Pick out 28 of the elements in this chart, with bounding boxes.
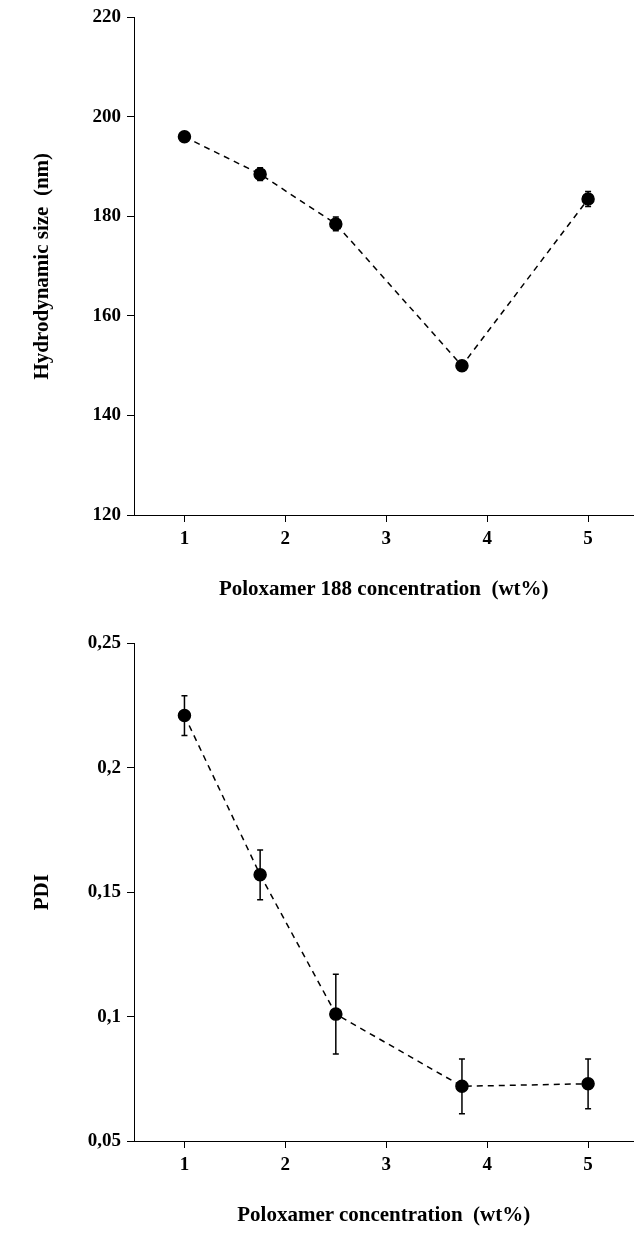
point bbox=[455, 358, 469, 373]
y-tick-label: 0,2 bbox=[97, 755, 121, 777]
x-tick-label: 2 bbox=[280, 527, 291, 549]
x-tick-label: 1 bbox=[179, 527, 190, 549]
y-tick-label: 120 bbox=[92, 502, 121, 524]
x-tick-label: 2 bbox=[280, 1153, 291, 1175]
x-tick-label: 5 bbox=[583, 1153, 593, 1175]
point bbox=[177, 130, 192, 144]
y-tick-label: 0,15 bbox=[87, 880, 121, 902]
y-tick-label: 200 bbox=[92, 104, 121, 126]
x-tick-label: 3 bbox=[381, 1153, 392, 1175]
y-tick-label: 180 bbox=[92, 204, 121, 226]
x-axis-title: Poloxamer concentration (wt%) bbox=[237, 1201, 531, 1226]
x-tick-label: 5 bbox=[583, 527, 593, 549]
x-tick-label: 3 bbox=[381, 527, 392, 549]
point bbox=[177, 708, 192, 723]
y-tick-label: 220 bbox=[92, 5, 121, 27]
y-axis-title: PDI bbox=[29, 874, 54, 911]
y-tick-label: 140 bbox=[92, 403, 121, 425]
y-tick-label: 0,1 bbox=[97, 1004, 121, 1026]
x-tick-label: 1 bbox=[179, 1153, 190, 1175]
y-tick-label: 0,25 bbox=[87, 631, 121, 653]
y-tick-label: 0,05 bbox=[87, 1128, 121, 1150]
x-axis-title: Poloxamer 188 concentration (wt%) bbox=[218, 575, 549, 600]
x-tick-label: 4 bbox=[482, 527, 493, 549]
y-tick-label: 160 bbox=[92, 303, 121, 325]
y-axis-title: Hydrodynamic size (nm) bbox=[29, 152, 54, 380]
x-tick-label: 4 bbox=[482, 1153, 493, 1175]
